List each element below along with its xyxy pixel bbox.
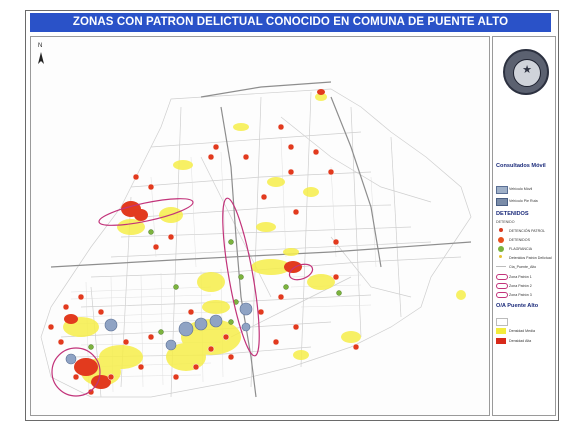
legend-item: Vehículo Pie Ruta	[496, 197, 554, 206]
legend-dot	[499, 228, 503, 232]
north-arrow: N	[36, 43, 46, 66]
heat-zones-low	[63, 93, 466, 386]
legend-label: Detenidos Patrón Delictual	[509, 256, 552, 260]
legend-oa-heading: O/A Puente Alto	[496, 303, 539, 309]
legend-ellipse	[496, 283, 508, 289]
legend-label: Cta_Puente_Alto	[509, 265, 537, 269]
legend-label: FLAGRANCIA	[509, 247, 532, 251]
legend-swatch	[496, 328, 506, 334]
legend-item: Zona Patrón 1	[496, 273, 554, 282]
legend-item: DETENCIÓN PATROL	[496, 227, 554, 236]
legend-item: Detenidos Patrón Delictual	[496, 254, 554, 263]
badge-emblem: ★	[513, 59, 541, 87]
street-grid-fine	[70, 136, 377, 393]
legend-item: Densidad Alta	[496, 337, 554, 346]
map-svg[interactable]	[31, 37, 489, 415]
green-markers	[88, 229, 342, 350]
legend-item: Vehículo Móvil	[496, 185, 554, 194]
legend-dot	[498, 246, 504, 252]
legend-label: Vehículo Móvil	[509, 187, 533, 191]
legend-item: Cta_Puente_Alto	[496, 263, 554, 272]
legend-swatch	[496, 338, 506, 344]
star-icon: ★	[522, 64, 532, 76]
legend-item: Densidad Media	[496, 327, 554, 336]
legend-line	[496, 266, 506, 267]
north-label: N	[38, 43, 43, 49]
legend-swatch	[496, 186, 508, 194]
incident-markers	[47, 123, 360, 396]
street-network	[40, 88, 472, 398]
legend-detenidos-sub: DETENIDO	[496, 220, 515, 224]
legend-panel: ★ Consultados Móvil Vehículo Móvil Vehíc…	[492, 36, 556, 416]
legend-detenidos-heading: DETENIDOS	[496, 211, 529, 217]
legend-label: Densidad Alta	[509, 339, 532, 343]
legend-label: Zona Patrón 2	[509, 284, 532, 288]
police-badge-icon: ★	[503, 49, 549, 95]
legend-item: DETENIDOS	[496, 236, 554, 245]
north-arrow-icon	[38, 52, 44, 64]
legend-label: Densidad Media	[509, 329, 535, 333]
legend-item: FLAGRANCIA	[496, 245, 554, 254]
consulted-clusters	[65, 302, 253, 365]
map-canvas[interactable]	[30, 36, 490, 416]
legend-label: Vehículo Pie Ruta	[509, 199, 538, 203]
legend-item	[496, 317, 554, 326]
legend-label: DETENIDOS	[509, 238, 530, 242]
legend-item: Zona Patrón 2	[496, 282, 554, 291]
legend-label: Zona Patrón 3	[509, 293, 532, 297]
pattern-zones	[51, 197, 314, 397]
legend-label: DETENCIÓN PATROL	[509, 229, 546, 233]
legend-swatch	[496, 318, 508, 326]
legend-dot	[499, 255, 502, 258]
map-title: ZONAS CON PATRON DELICTUAL CONOCIDO EN C…	[30, 13, 551, 32]
legend-dot	[498, 237, 504, 243]
legend-swatch	[496, 198, 508, 206]
major-roads	[50, 81, 472, 398]
legend-ellipse	[496, 292, 508, 298]
legend-consultados-heading: Consultados Móvil	[496, 163, 546, 169]
legend-item: Zona Patrón 3	[496, 291, 554, 300]
legend-label: Zona Patrón 1	[509, 275, 532, 279]
legend-ellipse	[496, 274, 508, 280]
